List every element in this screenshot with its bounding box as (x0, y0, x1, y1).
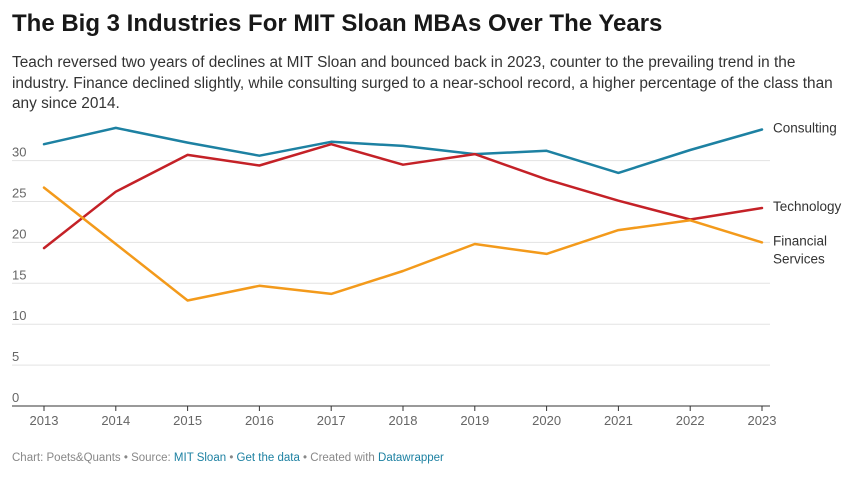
series-lines (42, 126, 764, 302)
y-axis-ticks: 0 5 10 15 20 25 30 (12, 145, 26, 405)
x-axis-ticks: 2013 2014 2015 2016 2017 2018 2019 2020 2021 2022… (30, 406, 777, 428)
x-tick-label: 2021 (604, 413, 633, 428)
chart-footer: Chart: Poets&Quants • Source: MIT Sloan … (12, 452, 444, 464)
x-tick-label: 2014 (101, 413, 130, 428)
get-data-link[interactable]: Get the data (236, 452, 300, 464)
y-tick-label: 30 (12, 145, 26, 160)
x-tick-label: 2013 (30, 413, 59, 428)
x-tick-label: 2023 (748, 413, 777, 428)
technology-line (42, 142, 764, 250)
x-tick-label: 2020 (532, 413, 561, 428)
y-tick-label: 10 (12, 308, 26, 323)
footer-separator: • (226, 452, 237, 464)
footer-created-with: • Created with (299, 452, 379, 464)
series-labels: Consulting Technology Financial Services (773, 121, 842, 267)
source-link[interactable]: MIT Sloan (173, 452, 227, 464)
x-tick-label: 2018 (389, 413, 418, 428)
financial-services-line (42, 186, 764, 302)
financial-services-label: Financial (773, 233, 827, 248)
technology-label: Technology (773, 199, 842, 214)
footer-credit: Chart: Poets&Quants • Source: (12, 452, 174, 464)
consulting-line (42, 126, 764, 175)
chart-title: The Big 3 Industries For MIT Sloan MBAs … (12, 10, 663, 37)
x-tick-label: 2019 (460, 413, 489, 428)
chart-subtitle: Teach reversed two years of declines at … (12, 54, 833, 112)
x-tick-label: 2022 (676, 413, 705, 428)
x-tick-label: 2017 (317, 413, 346, 428)
y-tick-label: 25 (12, 186, 26, 201)
grid-lines (12, 160, 770, 407)
y-tick-label: 0 (12, 390, 19, 405)
financial-services-label: Services (773, 251, 825, 266)
x-tick-label: 2015 (173, 413, 202, 428)
y-tick-label: 5 (12, 349, 19, 364)
y-tick-label: 15 (12, 267, 26, 282)
consulting-label: Consulting (773, 121, 837, 136)
y-tick-label: 20 (12, 226, 26, 241)
datawrapper-link[interactable]: Datawrapper (378, 452, 444, 464)
x-tick-label: 2016 (245, 413, 274, 428)
